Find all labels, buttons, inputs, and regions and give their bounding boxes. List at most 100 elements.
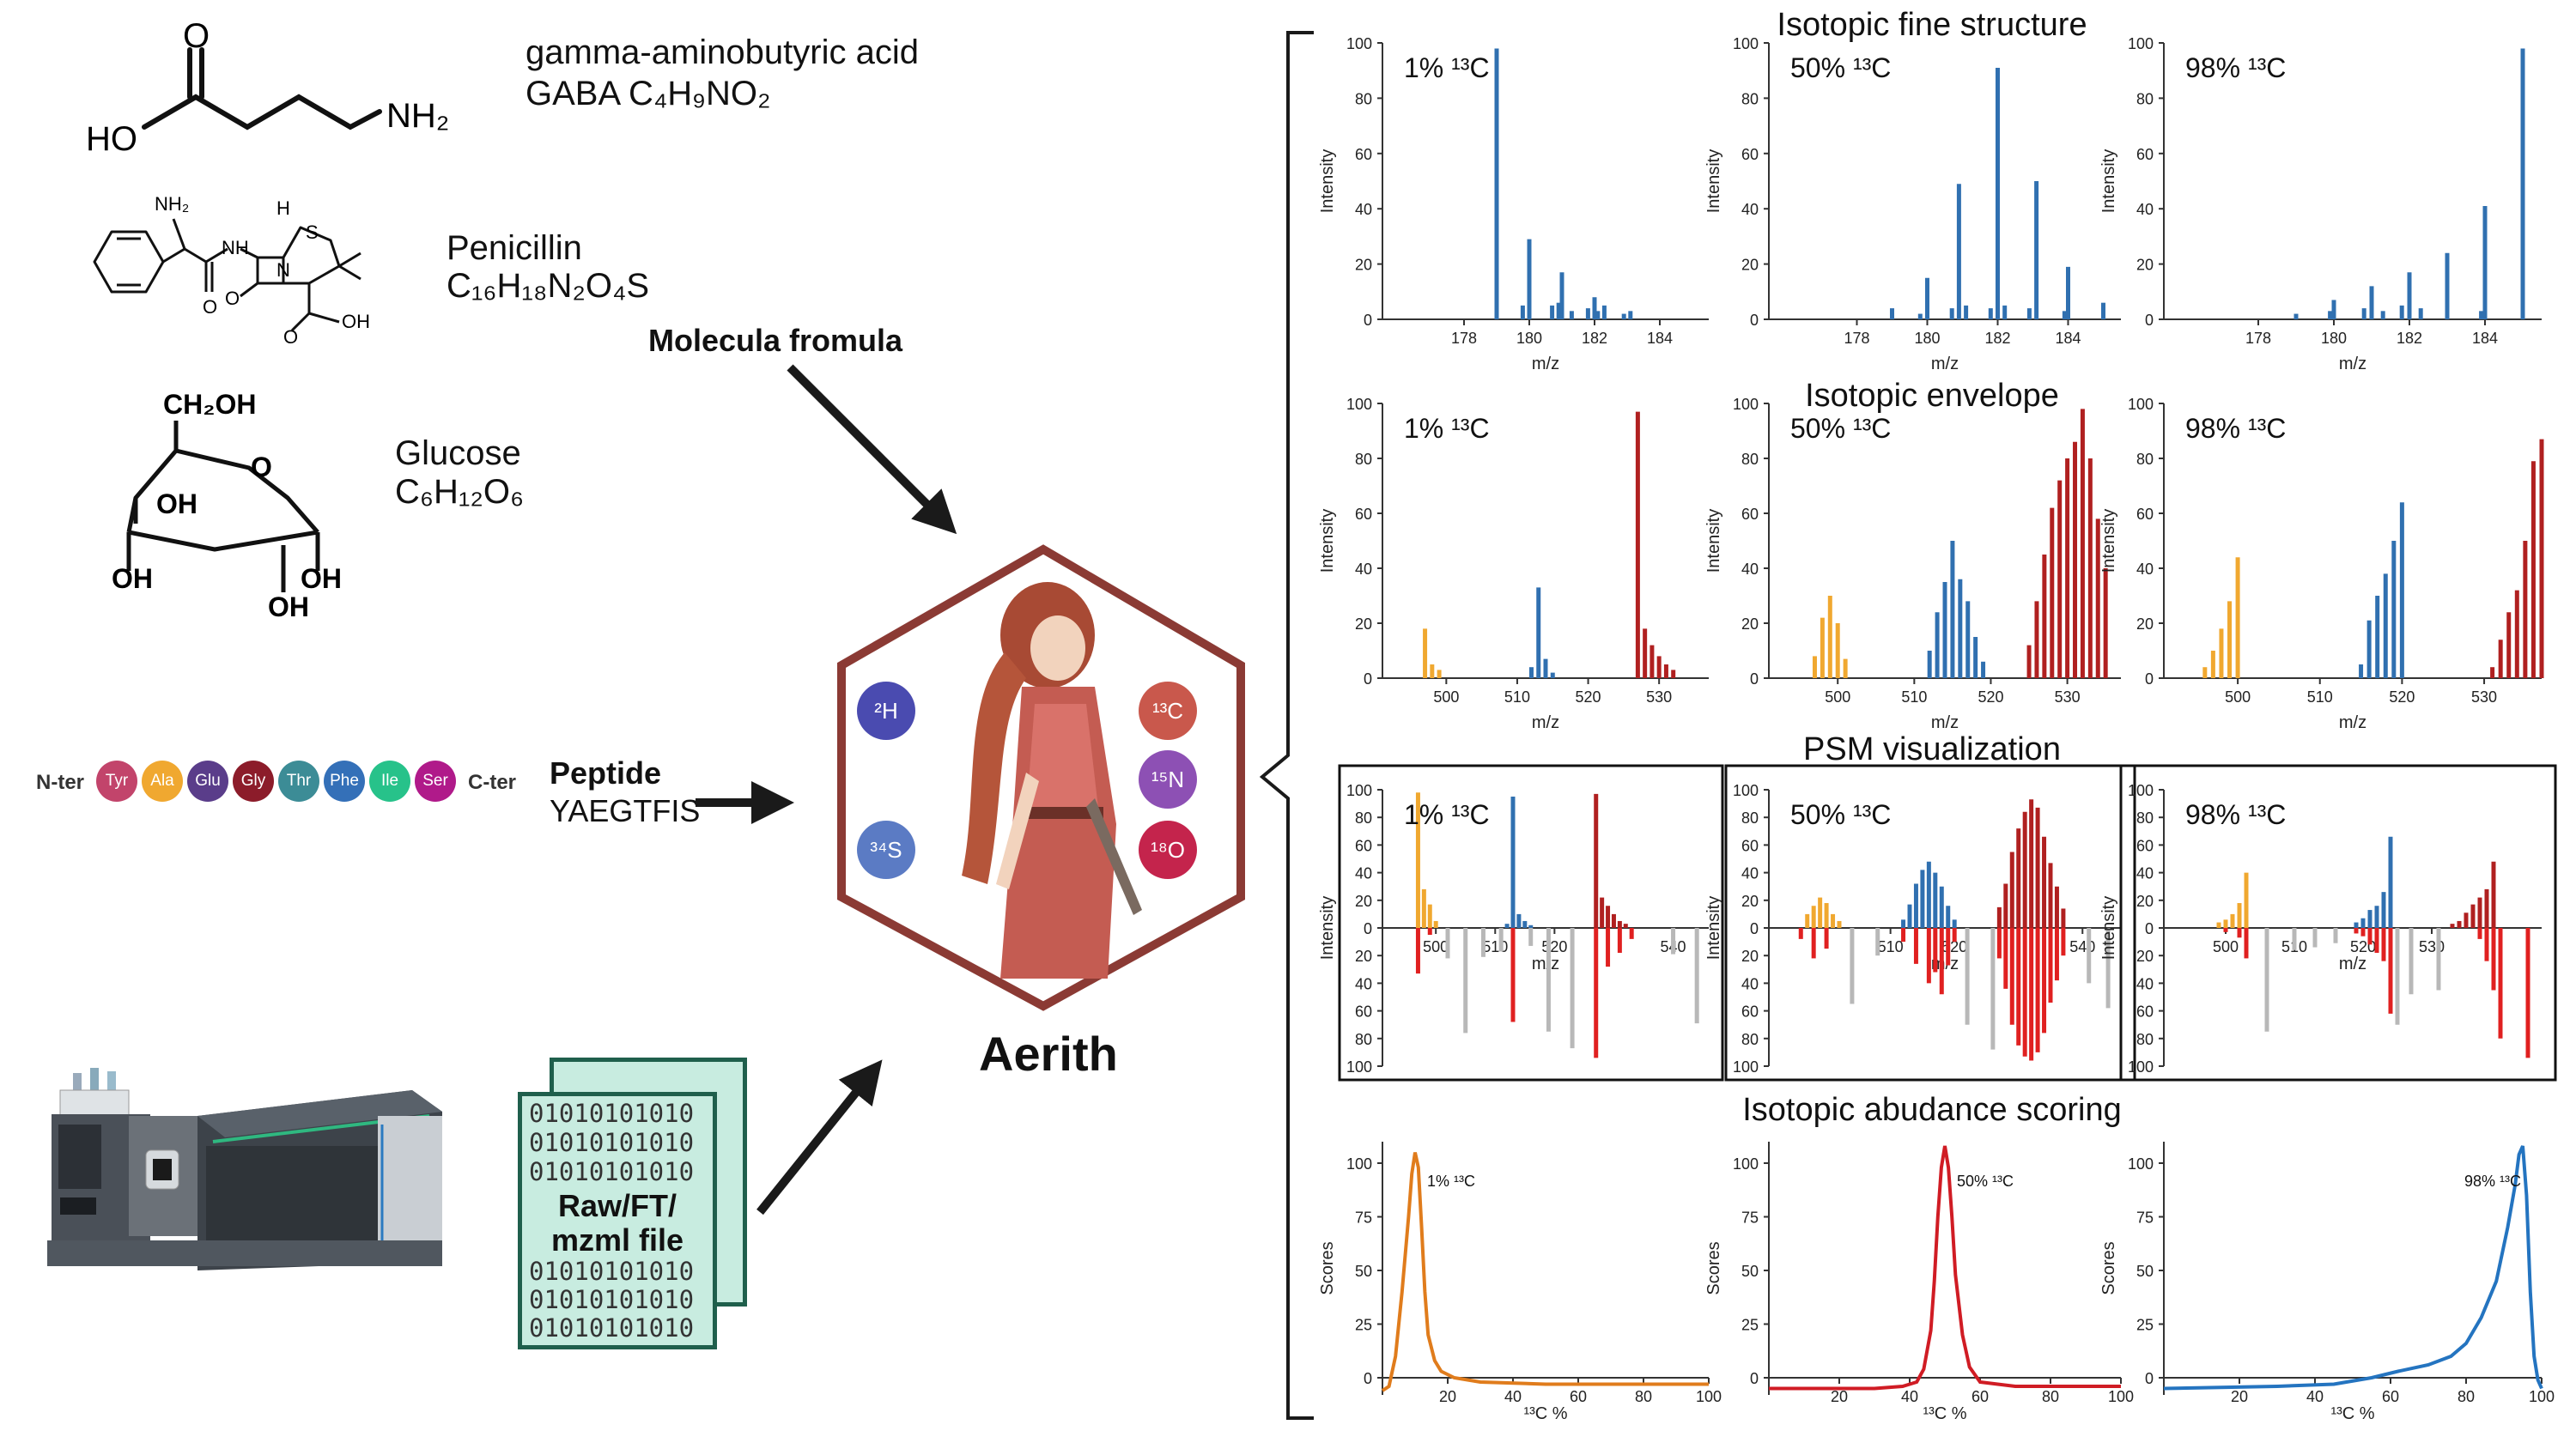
- chart-scoring-3-ytick-label: 25: [2136, 1317, 2154, 1334]
- chart-psm-1-ytick-label: 20: [1355, 893, 1372, 910]
- chart-psm-3-xtick-label: 500: [2213, 938, 2239, 955]
- penicillin-formula: C₁₆H₁₈N₂O₄S: [447, 267, 650, 305]
- chart-psm-3-xtick-label: 520: [2350, 938, 2376, 955]
- residue-glu: Glu: [187, 761, 228, 802]
- chart-psm-1-ylabel: Intensity: [1318, 896, 1337, 960]
- chart-psm-3-ytick-label: 80: [2136, 809, 2154, 827]
- chart-psm-3-xtick-label: 530: [2419, 938, 2445, 955]
- n-terminus-label: N-ter: [36, 771, 85, 794]
- chart-envelope-2-ytick-label: 80: [1741, 451, 1759, 468]
- chart-fine-1-ytick-label: 80: [1355, 90, 1372, 107]
- chart-envelope-2-ytick-label: 0: [1750, 670, 1759, 688]
- chart-fine-1-isotope-label: 1% ¹³C: [1404, 52, 1490, 83]
- penicillin-structure: NH₂ NH H S N O O O OH: [93, 193, 370, 348]
- glucose-atom-oh3: OH: [301, 563, 342, 594]
- chart-psm-1-ytick-label: 0: [1364, 920, 1372, 937]
- chart-envelope-1-ytick-label: 80: [1355, 451, 1372, 468]
- chart-psm-1-ytick-label: 80: [1355, 809, 1372, 827]
- chart-scoring-3-xtick-label: 100: [2529, 1388, 2555, 1405]
- chart-psm-2-ylabel: Intensity: [1704, 896, 1723, 960]
- chart-psm-3-ytick-label: 60: [2136, 837, 2154, 854]
- gaba-oxygen: O: [183, 17, 210, 55]
- chart-scoring-3-xtick-label: 40: [2306, 1388, 2324, 1405]
- chart-scoring-2-xlabel: ¹³C %: [1923, 1404, 1966, 1423]
- section-title-scoring: Isotopic abudance scoring: [1742, 1092, 2122, 1128]
- chart-envelope-1-ytick-label: 100: [1346, 396, 1372, 413]
- gaba-formula: GABA C₄H₉NO₂: [526, 75, 771, 112]
- chart-psm-1-ytick-label: 40: [1355, 865, 1372, 882]
- chart-fine-2-ylabel: Intensity: [1704, 149, 1723, 213]
- chart-psm-1-xlabel: m/z: [1532, 955, 1559, 973]
- chart-scoring-2-xtick-label: 100: [2108, 1388, 2134, 1405]
- chart-psm-3-ytick-label: 80: [2136, 1031, 2154, 1048]
- chart-scoring-3-ylabel: Scores: [2099, 1241, 2118, 1294]
- section-title-envelope: Isotopic envelope: [1805, 378, 2059, 414]
- arrows-layer: [696, 364, 957, 1216]
- chart-fine-3-xtick-label: 184: [2472, 330, 2498, 347]
- chart-envelope-3-ytick-label: 40: [2136, 561, 2154, 578]
- chart-scoring-2-line: [1769, 1145, 2121, 1391]
- chart-scoring-1-xtick-label: 20: [1439, 1388, 1456, 1405]
- chart-psm-2-xlabel: m/z: [1931, 955, 1959, 973]
- peptide-label: Peptide: [550, 755, 662, 791]
- chart-fine-1-xtick-label: 182: [1582, 330, 1607, 347]
- chart-fine-2-xtick-label: 184: [2055, 330, 2081, 347]
- chart-psm-1-xtick-label: 500: [1423, 938, 1449, 955]
- chart-scoring-2-ytick-label: 75: [1741, 1210, 1759, 1227]
- residue-ser: Ser: [415, 761, 456, 802]
- chart-envelope-1-isotope-label: 1% ¹³C: [1404, 413, 1490, 444]
- chart-psm-3-ytick-label: 20: [2136, 893, 2154, 910]
- glucose-name: Glucose: [395, 434, 521, 472]
- chart-envelope-2-ytick-label: 60: [1741, 506, 1759, 523]
- glucose-atom-oh2: OH: [112, 563, 153, 594]
- chart-psm-1-xtick-label: 510: [1482, 938, 1508, 955]
- chart-fine-2-ytick-label: 20: [1741, 257, 1759, 274]
- glucose-atom-ring-o: O: [251, 452, 272, 482]
- binary-line-1: 01010101010: [529, 1099, 695, 1128]
- chart-fine-3-ytick-label: 60: [2136, 146, 2154, 163]
- chart-fine-3-ytick-label: 40: [2136, 201, 2154, 218]
- chart-envelope-3-ytick-label: 20: [2136, 615, 2154, 633]
- penicillin-atom-n2: N: [276, 259, 290, 281]
- glucose-atom-oh1: OH: [156, 488, 197, 519]
- chart-envelope-2-ytick-label: 40: [1741, 561, 1759, 578]
- binary-line-5: 01010101010: [529, 1285, 695, 1314]
- chart-psm-1-ytick-label: 20: [1355, 948, 1372, 965]
- chart-envelope-1-ytick-label: 20: [1355, 615, 1372, 633]
- residue-tyr: Tyr: [96, 761, 137, 802]
- glucose-structure: CH₂OH O OH OH OH OH: [112, 389, 342, 622]
- chart-envelope-3-xtick-label: 530: [2471, 688, 2497, 706]
- chart-envelope-2-xtick-label: 530: [2055, 688, 2081, 706]
- chart-psm-1-isotope-label: 1% ¹³C: [1404, 799, 1490, 830]
- chart-fine-1-ytick-label: 100: [1346, 35, 1372, 52]
- chart-fine-1-xtick-label: 184: [1647, 330, 1673, 347]
- chart-scoring-1-xtick-label: 80: [1635, 1388, 1652, 1405]
- chart-psm-2-ytick-label: 60: [1741, 837, 1759, 854]
- chart-psm-2-isotope-label: 50% ¹³C: [1790, 799, 1891, 830]
- glucose-formula: C₆H₁₂O₆: [395, 473, 525, 511]
- chart-scoring-3-xtick-label: 20: [2231, 1388, 2248, 1405]
- chart-scoring-2-isotope-label: 50% ¹³C: [1957, 1173, 2014, 1190]
- penicillin-atom-h: H: [276, 197, 290, 219]
- glucose-atom-oh4: OH: [268, 591, 309, 622]
- residue-ala: Ala: [142, 761, 183, 802]
- chart-psm-1-xtick-label: 520: [1541, 938, 1567, 955]
- chart-envelope-2-xtick-label: 510: [1901, 688, 1927, 706]
- chart-scoring-1-ytick-label: 0: [1364, 1370, 1372, 1387]
- chart-psm-1-ytick-label: 60: [1355, 1003, 1372, 1021]
- chart-scoring-1-xlabel: ¹³C %: [1523, 1404, 1567, 1423]
- chart-scoring-2-ytick-label: 50: [1741, 1263, 1759, 1280]
- chart-psm-1-ytick-label: 100: [1346, 1058, 1372, 1076]
- chart-scoring-2-xtick-label: 40: [1901, 1388, 1918, 1405]
- chart-envelope-3-xtick-label: 520: [2389, 688, 2415, 706]
- penicillin-atom-o1: O: [203, 296, 217, 318]
- chart-envelope-1-ylabel: Intensity: [1318, 509, 1337, 573]
- formula-arrow: [787, 364, 957, 535]
- chart-psm-2-ytick-label: 40: [1741, 865, 1759, 882]
- chart-envelope-2-isotope-label: 50% ¹³C: [1790, 413, 1891, 444]
- chart-psm-2-xtick-label: 540: [2069, 938, 2095, 955]
- chart-psm-3-ylabel: Intensity: [2099, 896, 2118, 960]
- chart-psm-2-ytick-label: 60: [1741, 1003, 1759, 1021]
- chart-psm-3-ytick-label: 20: [2136, 948, 2154, 965]
